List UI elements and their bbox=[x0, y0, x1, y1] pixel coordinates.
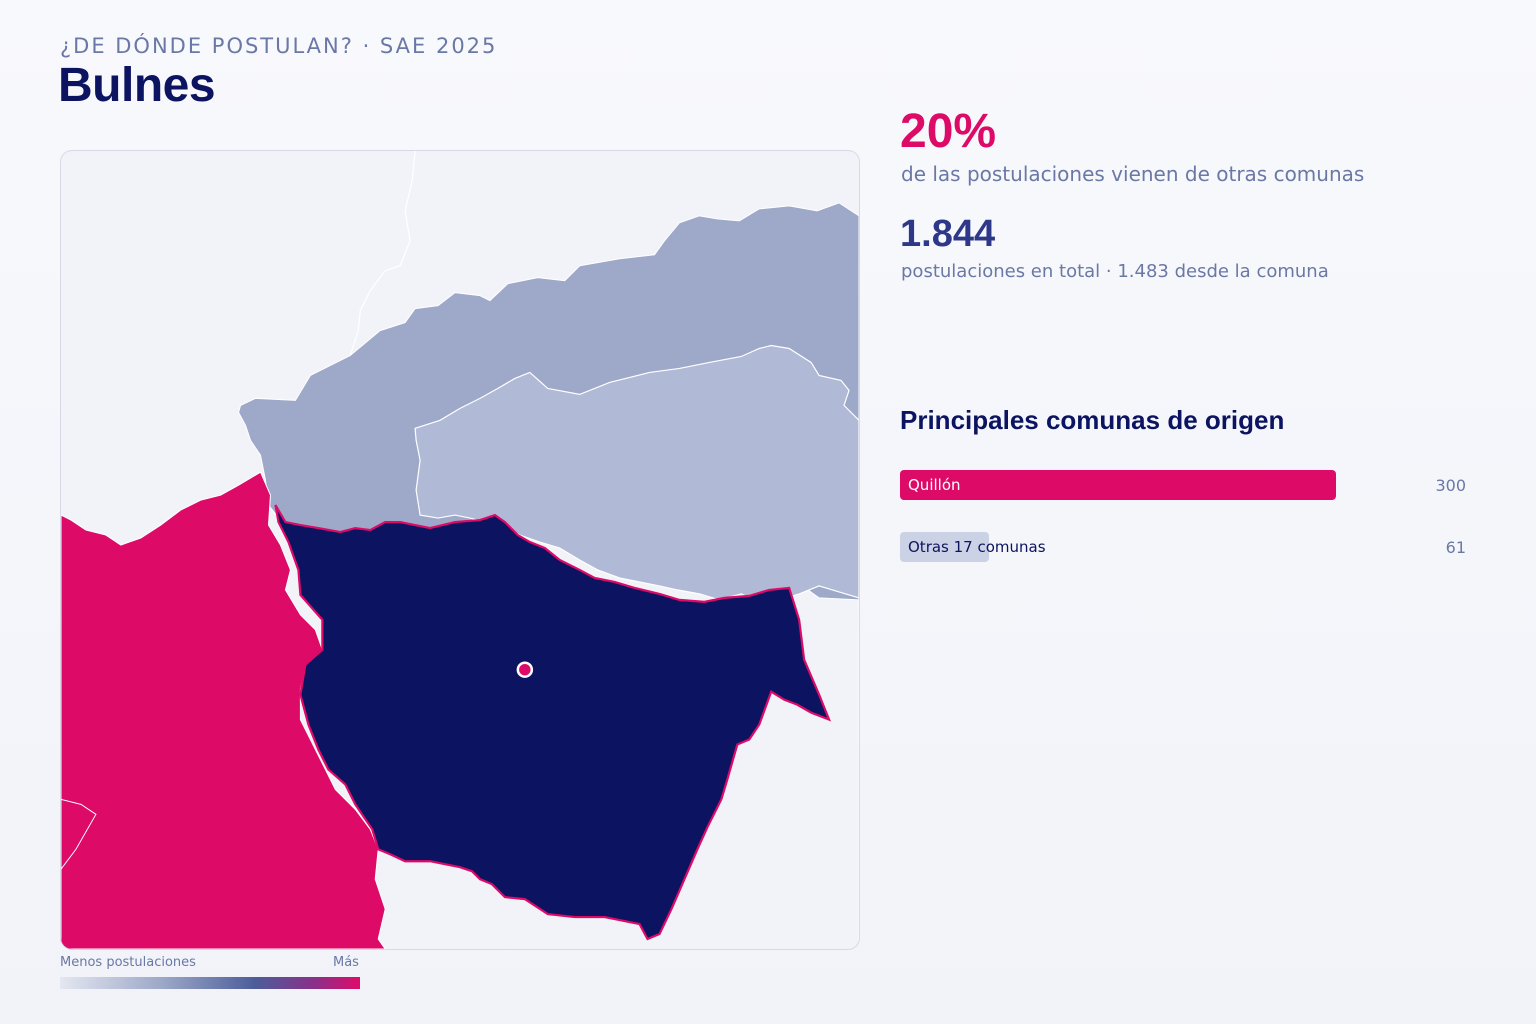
bulnes-location-marker[interactable] bbox=[516, 661, 534, 678]
origin-row[interactable]: Quillón 300 bbox=[900, 470, 1466, 500]
page-title: Bulnes bbox=[58, 59, 216, 112]
origin-label: Quillón bbox=[908, 476, 961, 494]
origin-bar bbox=[900, 532, 989, 562]
total-applications-value: 1.844 bbox=[900, 213, 996, 255]
page-kicker: ¿DE DÓNDE POSTULAN? · SAE 2025 bbox=[60, 34, 498, 58]
choropleth-map[interactable] bbox=[61, 151, 859, 949]
origin-value: 61 bbox=[1445, 538, 1466, 557]
legend-low-label: Menos postulaciones bbox=[60, 955, 196, 970]
external-share-caption: de las postulaciones vienen de otras com… bbox=[901, 162, 1365, 186]
border-line bbox=[349, 151, 416, 356]
legend-color-scale bbox=[60, 977, 360, 989]
map-panel[interactable] bbox=[60, 150, 860, 950]
origin-value: 300 bbox=[1435, 476, 1466, 495]
region-home-bulnes[interactable] bbox=[274, 504, 832, 941]
legend-high-label: Más bbox=[333, 955, 359, 970]
origin-bar bbox=[900, 470, 1336, 500]
external-share-value: 20% bbox=[900, 105, 997, 158]
origins-section-title: Principales comunas de origen bbox=[900, 405, 1285, 435]
total-applications-caption: postulaciones en total · 1.483 desde la … bbox=[901, 261, 1329, 282]
origin-label: Otras 17 comunas bbox=[908, 538, 1046, 556]
origin-row[interactable]: Otras 17 comunas 61 bbox=[900, 532, 1466, 562]
